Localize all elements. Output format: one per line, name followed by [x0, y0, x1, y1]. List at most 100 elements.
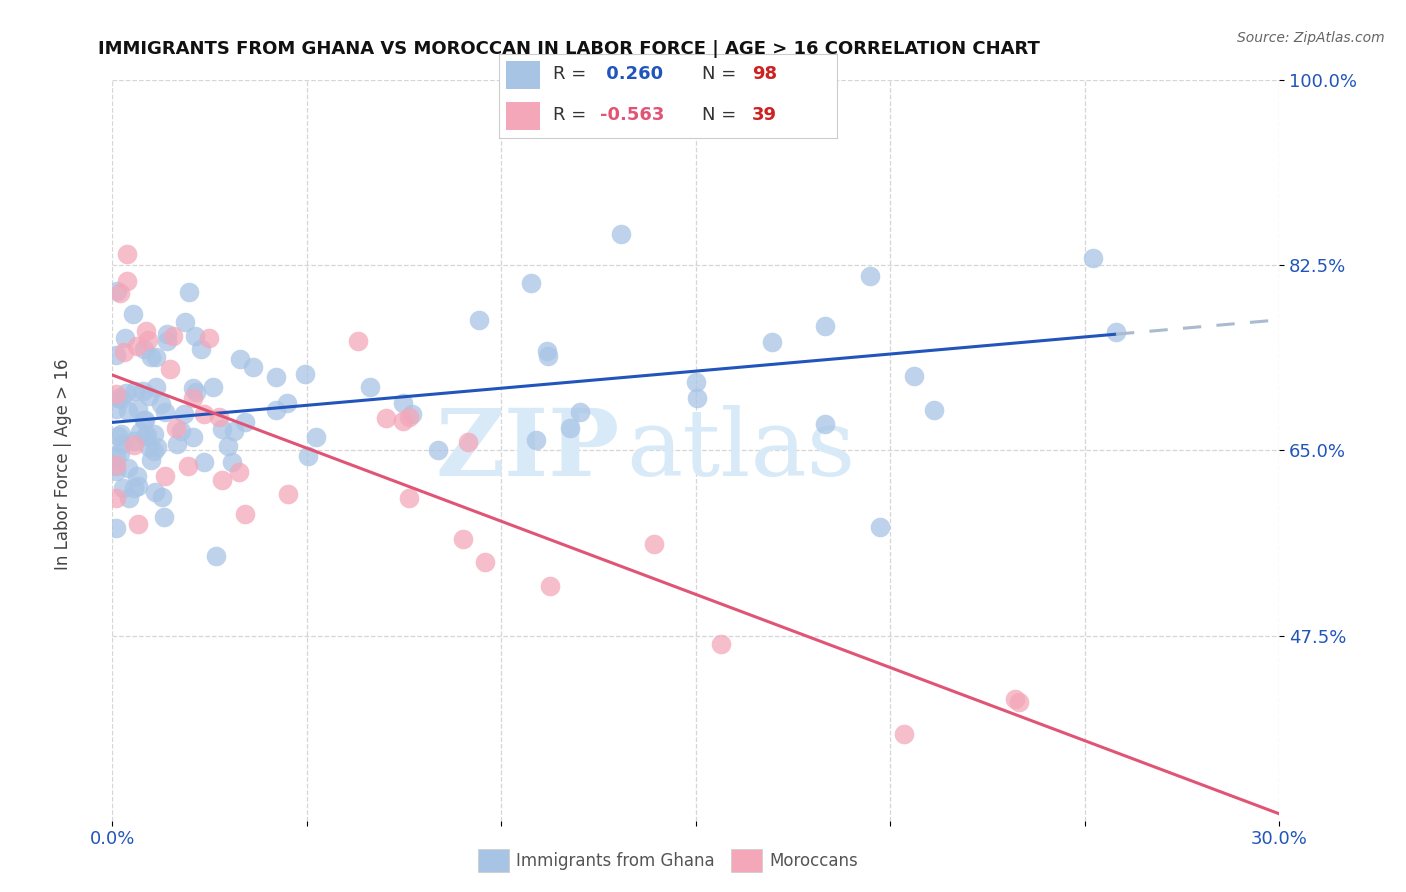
- Point: [110, 392, 132, 406]
- FancyBboxPatch shape: [506, 102, 540, 130]
- Point: [150, 490, 173, 504]
- Point: [114, 330, 136, 344]
- Point: [170, 424, 193, 438]
- Point: [138, 389, 160, 403]
- Point: [127, 479, 149, 493]
- Point: [155, 469, 177, 483]
- Point: [233, 507, 256, 521]
- Point: [468, 313, 491, 327]
- Point: [184, 328, 207, 343]
- Point: [426, 442, 449, 457]
- Point: [686, 391, 709, 405]
- Point: [143, 485, 166, 500]
- Point: [569, 404, 592, 418]
- Point: [155, 326, 177, 341]
- Point: [197, 331, 219, 345]
- Point: [538, 579, 561, 593]
- Text: R =: R =: [553, 105, 592, 123]
- Point: [108, 286, 131, 301]
- Point: [1004, 692, 1026, 706]
- Point: [228, 465, 250, 479]
- Point: [155, 334, 177, 348]
- Text: 0.260: 0.260: [600, 65, 664, 83]
- Point: [1081, 251, 1104, 265]
- Point: [893, 727, 915, 741]
- Text: In Labor Force | Age > 16: In Labor Force | Age > 16: [55, 358, 72, 570]
- Text: N =: N =: [702, 105, 741, 123]
- Point: [520, 276, 543, 290]
- Point: [105, 464, 128, 478]
- Point: [221, 455, 243, 469]
- Point: [145, 351, 167, 365]
- Point: [105, 458, 128, 472]
- Point: [276, 395, 298, 409]
- Text: N =: N =: [702, 65, 741, 83]
- Point: [115, 246, 138, 260]
- Text: Moroccans: Moroccans: [769, 852, 858, 870]
- Point: [204, 549, 226, 564]
- Point: [125, 339, 148, 353]
- Point: [127, 517, 149, 532]
- Point: [166, 436, 188, 450]
- Text: Immigrants from Ghana: Immigrants from Ghana: [516, 852, 714, 870]
- Point: [112, 481, 135, 495]
- Point: [177, 458, 200, 473]
- Point: [118, 491, 141, 505]
- Point: [117, 461, 139, 475]
- Text: -0.563: -0.563: [600, 105, 665, 123]
- Text: 39: 39: [752, 105, 778, 123]
- Point: [193, 407, 215, 421]
- Point: [122, 481, 145, 495]
- Point: [107, 429, 129, 443]
- Point: [173, 315, 195, 329]
- Point: [111, 437, 134, 451]
- Point: [115, 274, 138, 288]
- Point: [211, 473, 233, 487]
- Point: [294, 367, 316, 381]
- Text: ZIP: ZIP: [436, 406, 620, 495]
- Point: [117, 403, 139, 417]
- Point: [710, 637, 733, 651]
- Point: [184, 385, 207, 400]
- Point: [217, 439, 239, 453]
- Point: [304, 430, 326, 444]
- Point: [181, 429, 204, 443]
- Point: [277, 487, 299, 501]
- Point: [451, 532, 474, 546]
- Text: atlas: atlas: [626, 406, 855, 495]
- Point: [138, 440, 160, 454]
- Point: [127, 402, 149, 417]
- Point: [229, 351, 252, 366]
- Point: [922, 403, 945, 417]
- Point: [190, 343, 212, 357]
- Point: [1008, 695, 1031, 709]
- Point: [134, 343, 156, 357]
- Point: [155, 405, 177, 419]
- Point: [129, 425, 152, 439]
- Text: Source: ZipAtlas.com: Source: ZipAtlas.com: [1237, 31, 1385, 45]
- Point: [1105, 326, 1128, 340]
- Text: IMMIGRANTS FROM GHANA VS MOROCCAN IN LABOR FORCE | AGE > 16 CORRELATION CHART: IMMIGRANTS FROM GHANA VS MOROCCAN IN LAB…: [98, 40, 1040, 58]
- Point: [127, 469, 149, 483]
- Point: [124, 434, 146, 449]
- Point: [153, 510, 176, 524]
- Point: [105, 401, 128, 416]
- Point: [474, 555, 496, 569]
- Point: [112, 345, 135, 359]
- Point: [142, 444, 165, 458]
- Point: [139, 350, 162, 364]
- Point: [264, 370, 287, 384]
- Point: [398, 491, 420, 505]
- Point: [297, 449, 319, 463]
- Point: [242, 360, 264, 375]
- Point: [124, 384, 146, 398]
- Point: [134, 428, 156, 442]
- Point: [142, 427, 165, 442]
- Point: [201, 380, 224, 394]
- Point: [903, 368, 925, 383]
- Point: [193, 454, 215, 468]
- Point: [761, 334, 783, 349]
- Point: [135, 324, 157, 338]
- Point: [145, 380, 167, 394]
- Point: [105, 520, 128, 534]
